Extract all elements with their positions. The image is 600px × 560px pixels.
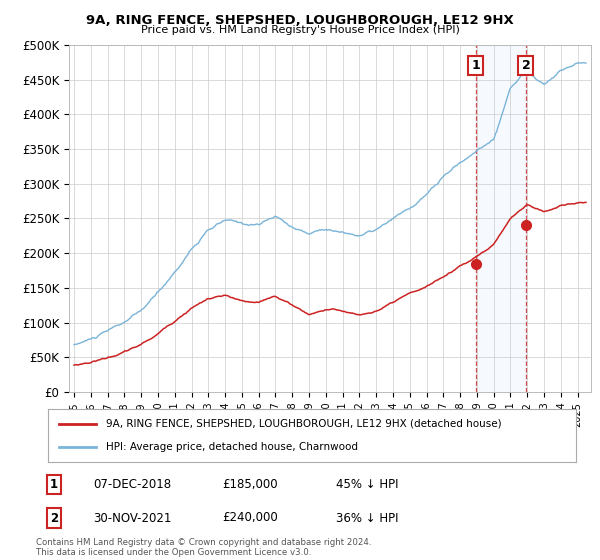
Text: Contains HM Land Registry data © Crown copyright and database right 2024.
This d: Contains HM Land Registry data © Crown c… — [36, 538, 371, 557]
Text: 9A, RING FENCE, SHEPSHED, LOUGHBOROUGH, LE12 9HX (detached house): 9A, RING FENCE, SHEPSHED, LOUGHBOROUGH, … — [106, 419, 502, 429]
Text: HPI: Average price, detached house, Charnwood: HPI: Average price, detached house, Char… — [106, 442, 358, 452]
Text: £240,000: £240,000 — [222, 511, 278, 525]
Text: 30-NOV-2021: 30-NOV-2021 — [93, 511, 172, 525]
Text: 36% ↓ HPI: 36% ↓ HPI — [336, 511, 398, 525]
Text: 1: 1 — [50, 478, 58, 491]
Text: 45% ↓ HPI: 45% ↓ HPI — [336, 478, 398, 491]
Text: 2: 2 — [521, 59, 530, 72]
Text: 9A, RING FENCE, SHEPSHED, LOUGHBOROUGH, LE12 9HX: 9A, RING FENCE, SHEPSHED, LOUGHBOROUGH, … — [86, 14, 514, 27]
Text: 1: 1 — [471, 59, 480, 72]
Text: £185,000: £185,000 — [222, 478, 278, 491]
Text: Price paid vs. HM Land Registry's House Price Index (HPI): Price paid vs. HM Land Registry's House … — [140, 25, 460, 35]
Text: 07-DEC-2018: 07-DEC-2018 — [93, 478, 171, 491]
Bar — [476, 45, 526, 392]
Text: 2: 2 — [50, 511, 58, 525]
